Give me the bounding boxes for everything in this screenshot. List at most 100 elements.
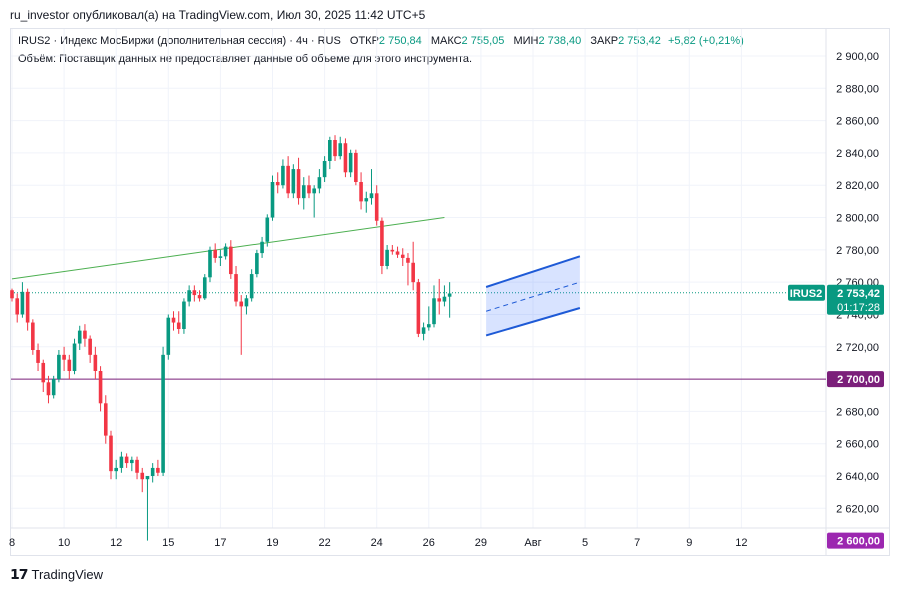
y-tick-label: 2 620,00: [836, 503, 879, 515]
x-tick-label: 15: [162, 537, 174, 549]
candle-body: [98, 371, 103, 404]
channel-mid-line[interactable]: [485, 281, 581, 312]
x-tick-label: 12: [110, 537, 122, 549]
candle-body: [432, 298, 436, 325]
candle-body: [359, 182, 363, 202]
open-label: ОТКР: [349, 35, 379, 47]
level-badge-label: 2 700,00: [837, 374, 880, 386]
x-tick-label: 29: [475, 537, 487, 549]
x-tick-label: 17: [214, 537, 226, 549]
tradingview-footer: 𝟭𝟳 TradingView: [10, 566, 103, 583]
open-value: 2 750,84: [378, 35, 422, 47]
close-label: ЗАКР: [590, 35, 619, 47]
candle-body: [57, 354, 61, 380]
y-tick-label: 2 680,00: [836, 406, 879, 418]
candle-body: [281, 165, 285, 186]
x-tick-label: 24: [371, 537, 383, 549]
x-tick-label: 19: [266, 537, 278, 549]
candle-body: [150, 467, 155, 476]
candle-body: [249, 274, 254, 299]
candle-body: [114, 467, 118, 472]
candle-body: [156, 467, 160, 473]
y-tick-label: 2 840,00: [836, 148, 879, 160]
candle-body: [171, 317, 176, 323]
change-value: +5,82 (+0,21%): [667, 35, 744, 47]
last-price-badge: [827, 284, 884, 315]
y-tick-label: 2 640,00: [836, 471, 879, 483]
candle-body: [255, 253, 259, 275]
x-tick-label: 9: [686, 537, 692, 549]
candle-body: [244, 298, 249, 307]
candle-body: [328, 140, 332, 161]
channel-upper-line[interactable]: [485, 255, 581, 288]
candle-body: [239, 301, 244, 307]
symbol-badge: [788, 284, 825, 301]
candle-body: [338, 143, 343, 157]
tradingview-brand: TradingView: [31, 567, 104, 582]
candle-body: [374, 193, 379, 221]
candle-body: [369, 193, 374, 199]
low-value: 2 738,40: [538, 35, 582, 47]
candle-body: [406, 257, 410, 263]
bar-countdown: 01:17:28: [837, 302, 880, 314]
candle-body: [333, 140, 337, 157]
candle-body: [67, 359, 72, 371]
candle-body: [145, 476, 150, 480]
candle-body: [421, 327, 426, 334]
candle-body: [46, 382, 51, 396]
channel-lower-line[interactable]: [485, 307, 581, 337]
tradingview-logo-icon: 𝟭𝟳: [10, 566, 29, 582]
candle-body: [286, 165, 290, 194]
level-badge: [827, 532, 884, 549]
candle-body: [31, 322, 35, 350]
symbol-badge-label: IRUS2: [790, 288, 822, 300]
candle-body: [354, 152, 358, 182]
channel-fill[interactable]: [486, 256, 580, 336]
level-badge-label: 2 600,00: [837, 536, 880, 548]
candle-body: [427, 324, 431, 328]
candle-body: [135, 459, 139, 473]
low-label: МИН: [513, 35, 539, 47]
candle-body: [20, 291, 25, 315]
x-tick-label: 26: [423, 537, 435, 549]
candle-body: [270, 182, 275, 218]
published-by-caption: ru_investor опубликовал(а) на TradingVie…: [10, 8, 426, 22]
high-label: МАКС: [430, 35, 462, 47]
candle-body: [322, 161, 327, 178]
candle-body: [15, 298, 20, 315]
ohlc-legend: IRUS2 · Индекс МосБиржи (дополнительная …: [18, 35, 744, 47]
candle-body: [317, 177, 322, 189]
y-tick-label: 2 660,00: [836, 439, 879, 451]
x-tick-label: 7: [634, 537, 640, 549]
x-tick-label: 5: [582, 537, 588, 549]
x-tick-label: 10: [58, 537, 70, 549]
candle-body: [343, 143, 348, 173]
candle-body: [275, 182, 280, 186]
candle-body: [197, 295, 202, 299]
close-value: 2 753,42: [618, 35, 661, 47]
symbol-description[interactable]: IRUS2 · Индекс МосБиржи (дополнительная …: [18, 35, 341, 47]
candle-body: [296, 169, 301, 199]
candle-body: [442, 296, 447, 302]
candle-body: [312, 188, 316, 194]
y-tick-label: 2 900,00: [836, 51, 879, 63]
candle-body: [202, 277, 207, 299]
candle-body: [83, 330, 87, 339]
trendline[interactable]: [11, 217, 445, 280]
candle-body: [187, 290, 191, 302]
candle-body: [291, 169, 296, 194]
x-tick-label: 8: [9, 537, 15, 549]
candle-body: [390, 249, 395, 252]
y-tick-label: 2 880,00: [836, 83, 879, 95]
x-tick-label: 22: [318, 537, 330, 549]
candle-body: [176, 322, 181, 329]
candle-body: [119, 456, 124, 468]
candle-body: [192, 290, 197, 296]
candle-body: [364, 198, 369, 202]
x-tick-label: 12: [735, 537, 747, 549]
candle-body: [400, 254, 405, 258]
candle-body: [93, 354, 98, 371]
candle-body: [208, 249, 212, 278]
y-tick-label: 2 860,00: [836, 116, 879, 128]
